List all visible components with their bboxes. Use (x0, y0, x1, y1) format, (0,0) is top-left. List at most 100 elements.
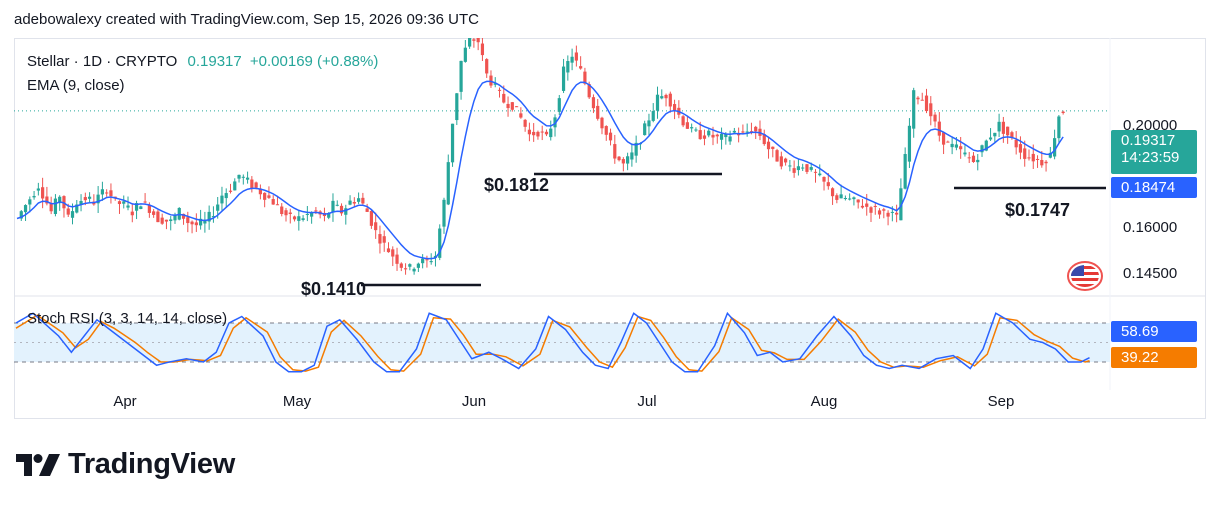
candle (745, 123, 749, 137)
candle (865, 193, 869, 216)
candle (822, 176, 826, 191)
candle (1061, 110, 1065, 115)
candle (544, 129, 549, 137)
candle (335, 200, 339, 207)
candle (1057, 115, 1061, 144)
candle (297, 210, 301, 231)
candle (784, 157, 788, 166)
x-axis-label: May (283, 393, 312, 410)
candle (997, 113, 1001, 138)
candle (510, 101, 514, 112)
candle (937, 112, 941, 142)
candle (318, 210, 322, 219)
candle (672, 99, 677, 120)
y-tick-label: 0.20000 (1123, 117, 1178, 134)
candle (190, 220, 194, 234)
candle (933, 112, 937, 128)
candle (596, 99, 600, 121)
candle (1010, 130, 1014, 140)
brand-logo[interactable]: TradingView (16, 448, 235, 481)
legend-symbol[interactable]: Stellar · 1D · CRYPTO (27, 53, 178, 70)
candle (557, 94, 561, 116)
candle (75, 200, 79, 214)
tradingview-logo-icon (16, 453, 60, 476)
candle (852, 196, 856, 206)
candle (288, 208, 292, 224)
legend-ema[interactable]: EMA (9, close) (27, 77, 125, 94)
candle (527, 122, 531, 142)
candle (258, 184, 262, 200)
candle (830, 187, 835, 205)
candle (130, 204, 134, 223)
candle (169, 216, 173, 231)
candle (967, 151, 971, 163)
candle (796, 159, 801, 176)
price-tag: 0.19317 14:23:59 (1111, 130, 1197, 174)
candle (608, 128, 613, 146)
candle (895, 204, 899, 223)
candle (771, 146, 775, 158)
candle (856, 199, 860, 209)
legend-stoch[interactable]: Stoch RSI (3, 3, 14, 14, close) (27, 310, 228, 327)
candle (634, 135, 638, 163)
candle (357, 192, 361, 204)
candle (403, 263, 408, 275)
candle (540, 125, 544, 141)
candle (916, 96, 920, 105)
candle (408, 263, 412, 271)
price-tag-value: 0.19317 (1121, 132, 1176, 149)
candle (412, 267, 416, 275)
candle (882, 207, 886, 219)
candle (122, 195, 126, 209)
candle (352, 197, 356, 207)
candle (741, 124, 745, 134)
candle (339, 203, 344, 216)
stoch-k-line (15, 311, 1090, 373)
stoch-d-tag: 39.22 (1111, 347, 1197, 368)
candle (903, 147, 907, 190)
candle (758, 120, 762, 141)
candle (963, 145, 967, 157)
candle (344, 204, 348, 225)
candle (655, 86, 660, 119)
candle (28, 196, 32, 213)
candle (228, 183, 233, 194)
candle (134, 200, 139, 220)
chart-credit: adebowalexy created with TradingView.com… (14, 11, 479, 28)
candle (399, 262, 403, 272)
candle (156, 209, 160, 223)
candle (941, 132, 946, 155)
candle (1027, 149, 1031, 161)
candle (613, 134, 617, 164)
candle (702, 129, 707, 146)
candle (438, 224, 442, 261)
candle (762, 129, 766, 146)
candle (1018, 136, 1023, 160)
candle (924, 88, 929, 114)
candle (877, 208, 882, 219)
candle (280, 203, 284, 217)
candle (677, 100, 681, 119)
candle (643, 120, 647, 136)
candle (617, 155, 621, 162)
candle (480, 38, 485, 62)
candle (532, 123, 536, 142)
chart-frame[interactable] (14, 38, 1206, 419)
candle (459, 60, 463, 100)
candle (250, 176, 254, 193)
candle (694, 127, 698, 132)
candle (591, 94, 596, 114)
candle (468, 38, 472, 49)
candle (813, 169, 818, 183)
candle (87, 192, 92, 204)
candle (801, 163, 805, 172)
candle (886, 210, 890, 226)
candle (450, 123, 455, 167)
candle (719, 127, 724, 150)
candle (126, 196, 130, 211)
us-flag-icon[interactable] (1067, 261, 1103, 291)
candle (728, 130, 732, 145)
candle (241, 174, 245, 185)
candle (690, 123, 694, 133)
